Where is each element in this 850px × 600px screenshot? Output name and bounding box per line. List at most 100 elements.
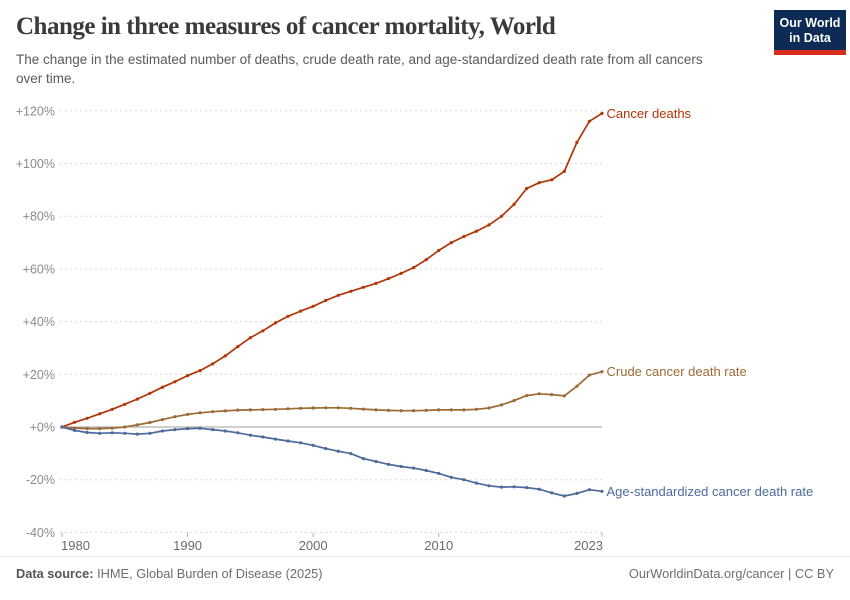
data-point-age-standardized-cancer-death-rate — [60, 425, 64, 429]
data-point-age-standardized-cancer-death-rate — [487, 484, 491, 488]
data-point-crude-cancer-death-rate — [587, 373, 592, 377]
data-point-age-standardized-cancer-death-rate — [311, 443, 315, 447]
y-gridlines — [60, 110, 602, 533]
data-point-age-standardized-cancer-death-rate — [386, 462, 391, 466]
y-axis-tick-label: +120% — [16, 104, 55, 118]
data-point-age-standardized-cancer-death-rate — [273, 437, 278, 441]
license-link[interactable]: OurWorldinData.org/cancer | CC BY — [628, 566, 834, 581]
x-axis: 1980 1990 2000 2010 2023 — [61, 532, 603, 553]
data-point-age-standardized-cancer-death-rate — [474, 481, 478, 485]
data-point-crude-cancer-death-rate — [449, 408, 453, 412]
data-point-cancer-deaths — [198, 369, 202, 373]
data-point-cancer-deaths — [135, 397, 139, 401]
data-point-crude-cancer-death-rate — [236, 408, 240, 412]
data-point-cancer-deaths — [512, 202, 516, 206]
data-point-crude-cancer-death-rate — [148, 420, 152, 425]
data-point-cancer-deaths — [587, 119, 592, 123]
data-point-age-standardized-cancer-death-rate — [512, 485, 516, 489]
data-point-age-standardized-cancer-death-rate — [198, 426, 202, 430]
data-point-crude-cancer-death-rate — [600, 370, 604, 374]
data-point-cancer-deaths — [85, 416, 89, 420]
data-point-crude-cancer-death-rate — [575, 384, 579, 388]
data-point-crude-cancer-death-rate — [399, 409, 403, 413]
data-point-cancer-deaths — [600, 111, 604, 115]
data-point-crude-cancer-death-rate — [550, 393, 554, 397]
data-point-crude-cancer-death-rate — [73, 426, 77, 430]
data-point-crude-cancer-death-rate — [462, 408, 466, 412]
data-point-crude-cancer-death-rate — [324, 406, 328, 410]
series-label-age-standardized-cancer-death-rate[interactable]: Age-standardized cancer death rate — [607, 484, 814, 499]
data-point-age-standardized-cancer-death-rate — [98, 431, 102, 435]
data-point-age-standardized-cancer-death-rate — [550, 491, 554, 495]
data-point-age-standardized-cancer-death-rate — [349, 452, 353, 456]
data-point-cancer-deaths — [160, 385, 165, 389]
data-point-age-standardized-cancer-death-rate — [437, 471, 441, 475]
data-point-age-standardized-cancer-death-rate — [562, 494, 566, 498]
data-point-age-standardized-cancer-death-rate — [286, 439, 290, 443]
series-label-cancer-deaths[interactable]: Cancer deaths — [607, 106, 692, 121]
data-point-age-standardized-cancer-death-rate — [110, 431, 114, 435]
data-point-age-standardized-cancer-death-rate — [525, 486, 529, 490]
data-point-crude-cancer-death-rate — [537, 392, 541, 396]
series-cancer-deaths: Cancer deaths — [60, 106, 692, 429]
y-axis-tick-label: -40% — [26, 526, 55, 540]
owid-logo[interactable]: Our World in Data — [774, 10, 846, 55]
data-point-cancer-deaths — [261, 329, 265, 333]
data-point-crude-cancer-death-rate — [223, 409, 227, 413]
data-point-age-standardized-cancer-death-rate — [374, 459, 378, 464]
series-label-crude-cancer-death-rate[interactable]: Crude cancer death rate — [607, 364, 747, 379]
data-point-age-standardized-cancer-death-rate — [600, 489, 604, 493]
data-point-crude-cancer-death-rate — [336, 406, 340, 410]
data-point-cancer-deaths — [299, 309, 303, 313]
data-point-cancer-deaths — [550, 178, 554, 182]
x-axis-tick-label: 1990 — [173, 538, 202, 553]
data-point-cancer-deaths — [562, 169, 566, 173]
data-point-cancer-deaths — [223, 354, 227, 358]
y-axis-tick-label: +40% — [23, 315, 55, 329]
data-point-age-standardized-cancer-death-rate — [361, 457, 365, 461]
data-point-crude-cancer-death-rate — [198, 411, 202, 415]
x-axis-tick-label: 2023 — [574, 538, 603, 553]
series-line-cancer-deaths — [61, 112, 603, 428]
data-point-crude-cancer-death-rate — [374, 408, 378, 412]
data-point-age-standardized-cancer-death-rate — [449, 475, 453, 479]
data-point-crude-cancer-death-rate — [123, 425, 127, 429]
data-point-cancer-deaths — [123, 402, 127, 406]
data-point-age-standardized-cancer-death-rate — [324, 447, 328, 451]
data-point-crude-cancer-death-rate — [273, 407, 278, 411]
data-point-crude-cancer-death-rate — [562, 394, 566, 398]
data-source-label: Data source: — [16, 566, 94, 581]
data-point-crude-cancer-death-rate — [85, 427, 89, 431]
data-point-crude-cancer-death-rate — [186, 412, 190, 416]
data-point-age-standardized-cancer-death-rate — [160, 429, 165, 433]
data-point-age-standardized-cancer-death-rate — [173, 428, 177, 432]
data-point-age-standardized-cancer-death-rate — [462, 478, 466, 482]
data-point-age-standardized-cancer-death-rate — [211, 428, 215, 432]
data-point-age-standardized-cancer-death-rate — [587, 488, 592, 492]
data-point-age-standardized-cancer-death-rate — [575, 491, 579, 495]
data-point-cancer-deaths — [211, 362, 215, 366]
data-point-cancer-deaths — [361, 285, 365, 289]
series-line-age-standardized-cancer-death-rate — [61, 426, 603, 497]
data-point-cancer-deaths — [386, 277, 391, 281]
y-axis-tick-label: +80% — [23, 210, 55, 224]
data-point-cancer-deaths — [349, 289, 353, 293]
data-point-crude-cancer-death-rate — [525, 394, 529, 398]
data-point-age-standardized-cancer-death-rate — [537, 487, 541, 491]
data-point-age-standardized-cancer-death-rate — [399, 464, 403, 469]
data-point-age-standardized-cancer-death-rate — [186, 427, 190, 431]
y-axis-labels: +120% +100% +80% +60% +40% +20% +0% -20% -40% — [16, 104, 55, 540]
data-point-cancer-deaths — [324, 298, 328, 303]
chart-header: Change in three measures of cancer morta… — [0, 0, 850, 88]
data-point-cancer-deaths — [98, 412, 102, 416]
x-axis-tick-label: 2010 — [424, 538, 453, 553]
data-point-crude-cancer-death-rate — [349, 406, 353, 410]
data-point-age-standardized-cancer-death-rate — [424, 468, 428, 473]
data-point-cancer-deaths — [575, 140, 579, 144]
data-point-cancer-deaths — [462, 234, 466, 239]
data-point-crude-cancer-death-rate — [512, 399, 516, 403]
data-point-age-standardized-cancer-death-rate — [336, 449, 340, 453]
data-point-cancer-deaths — [311, 304, 315, 308]
data-point-cancer-deaths — [412, 266, 416, 270]
